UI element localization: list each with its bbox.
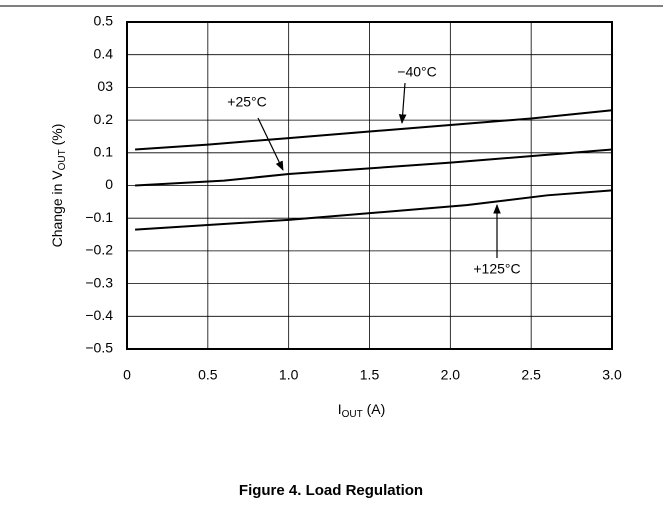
y-tick-label: 0.2 — [94, 111, 114, 127]
x-tick-label: 1.0 — [279, 367, 299, 383]
caption: Figure 4. Load Regulation — [239, 482, 423, 499]
x-axis-label: IOUT (A) — [338, 401, 386, 420]
y-axis-label-part: OUT — [57, 149, 68, 170]
y-tick-label: −0.5 — [85, 340, 113, 356]
x-tick-label: 3.0 — [602, 367, 622, 383]
series-line — [135, 189, 613, 231]
y-axis-label: Change in VOUT (%) — [49, 124, 68, 248]
x-tick-label: 0 — [123, 367, 131, 383]
x-tick-label: 1.5 — [360, 367, 380, 383]
series-annotation: +25°C — [227, 94, 266, 110]
y-tick-label: −0.3 — [85, 274, 113, 290]
x-tick-label: 0.5 — [198, 367, 218, 383]
y-tick-label: 03 — [97, 78, 113, 94]
y-tick-label: 0.1 — [94, 144, 114, 160]
annotation-arrow — [398, 82, 407, 124]
annotation-arrow — [257, 117, 284, 171]
y-tick-label: 0.4 — [94, 45, 114, 61]
series-annotation: −40°C — [397, 64, 436, 80]
y-axis-label-part: Change in V — [49, 170, 65, 248]
x-axis-label-part: I — [338, 401, 342, 417]
x-tick-label: 2.5 — [521, 367, 541, 383]
y-tick-label: 0 — [105, 176, 113, 192]
series-line — [135, 109, 613, 151]
x-axis-label-part: OUT — [342, 409, 363, 420]
series-annotation: +125°C — [473, 261, 520, 277]
y-tick-label: −0.1 — [85, 209, 113, 225]
y-tick-label: −0.4 — [85, 307, 113, 323]
plot-frame — [126, 21, 613, 350]
y-tick-label: 0.5 — [94, 13, 114, 29]
series-line — [135, 148, 613, 187]
y-axis-label-part: (%) — [49, 124, 65, 150]
x-tick-label: 2.0 — [441, 367, 461, 383]
x-axis-label-part: (A) — [363, 401, 386, 417]
y-tick-label: −0.2 — [85, 242, 113, 258]
